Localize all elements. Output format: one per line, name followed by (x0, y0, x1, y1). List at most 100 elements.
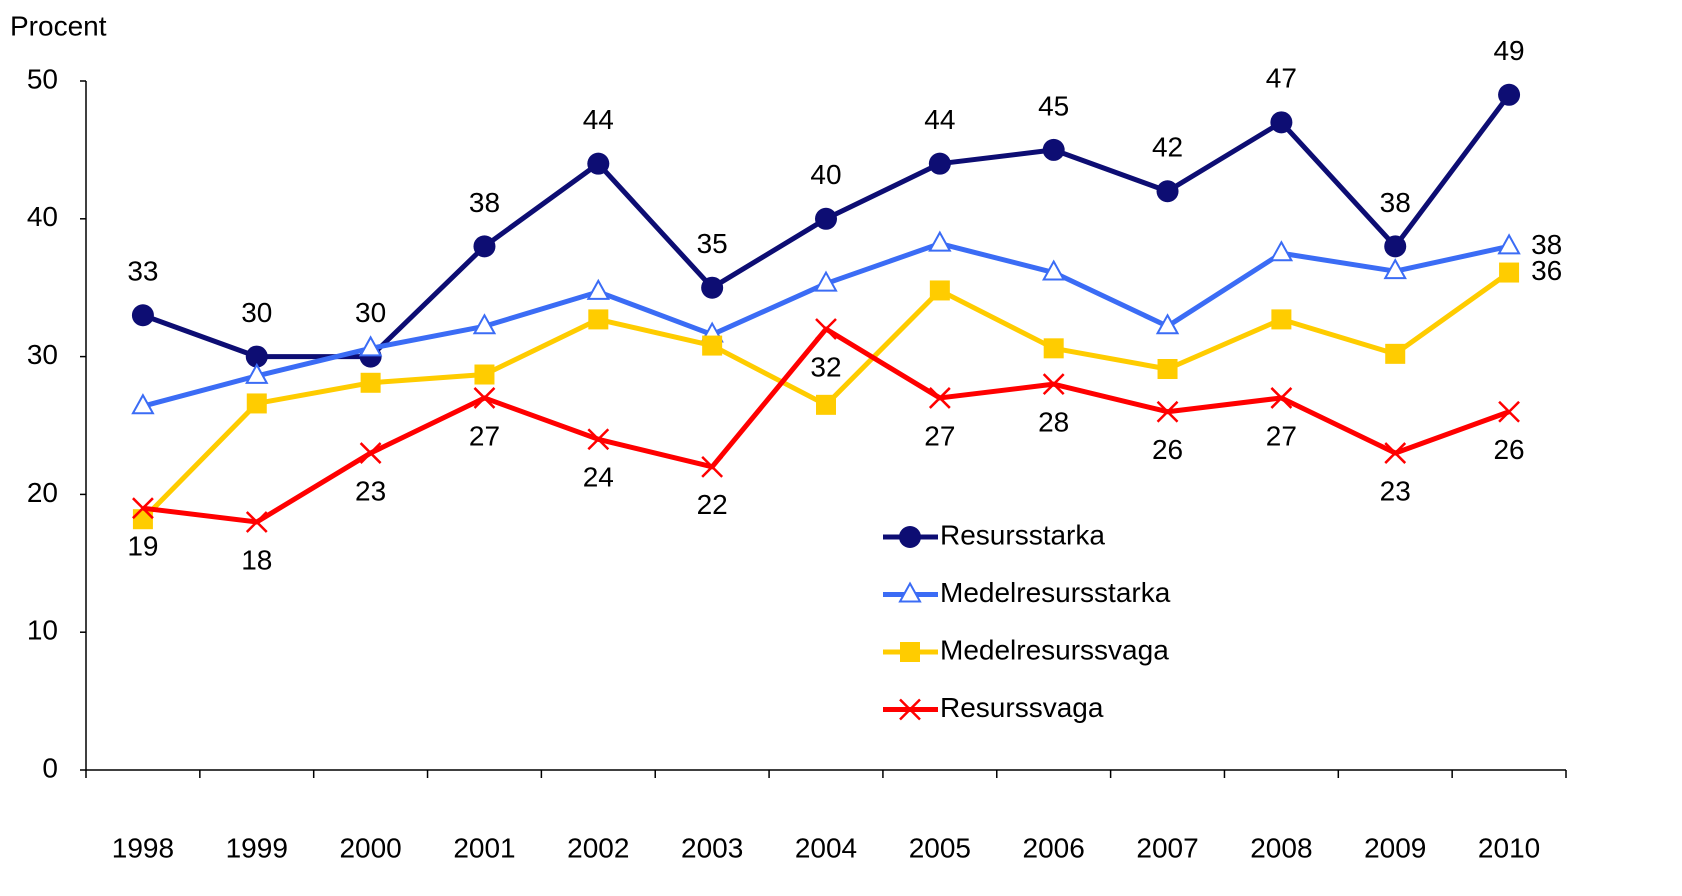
data-label: 44 (924, 104, 955, 135)
y-tick-label: 20 (27, 477, 58, 508)
legend-label: Resurssvaga (940, 692, 1104, 723)
marker (473, 235, 496, 258)
data-label: 26 (1493, 434, 1524, 465)
data-label: 23 (355, 475, 386, 506)
y-tick-label: 10 (27, 615, 58, 646)
marker (360, 372, 381, 393)
data-label: 45 (1038, 90, 1069, 121)
marker (588, 309, 609, 330)
x-tick-label: 2008 (1250, 832, 1312, 863)
marker (701, 276, 724, 299)
data-label: 23 (1380, 475, 1411, 506)
marker (1157, 359, 1178, 380)
legend-marker (898, 581, 922, 603)
marker (816, 394, 836, 415)
marker (132, 497, 154, 520)
marker (701, 455, 724, 478)
data-label: 27 (469, 420, 500, 451)
x-tick-label: 2002 (567, 832, 629, 863)
x-tick-label: 2000 (339, 832, 401, 863)
data-label: 24 (583, 462, 614, 493)
y-tick-label: 40 (27, 201, 58, 232)
marker (1155, 313, 1180, 335)
data-label: 38 (1531, 229, 1562, 260)
data-label: 36 (1531, 255, 1562, 286)
marker (1043, 338, 1064, 359)
data-label: 28 (1038, 407, 1069, 438)
legend-marker (899, 526, 921, 548)
data-label: 18 (241, 544, 272, 575)
marker (929, 280, 950, 301)
data-label: 47 (1266, 63, 1297, 94)
marker (1384, 235, 1407, 258)
marker (1498, 83, 1521, 106)
marker (245, 511, 268, 533)
marker (359, 442, 382, 464)
marker (1156, 400, 1179, 423)
marker (928, 387, 951, 409)
marker (1041, 259, 1066, 281)
marker (1385, 343, 1406, 364)
marker (928, 152, 951, 175)
marker (1269, 240, 1294, 262)
data-label: 19 (127, 531, 158, 562)
data-label: 42 (1152, 132, 1183, 163)
data-label: 22 (697, 489, 728, 520)
y-axis-title: Procent (10, 10, 107, 41)
data-label: 44 (583, 104, 614, 135)
marker (1042, 138, 1065, 161)
marker (131, 393, 155, 415)
x-tick-label: 2003 (681, 832, 743, 863)
x-tick-label: 2007 (1136, 832, 1198, 863)
marker (1042, 373, 1065, 396)
legend-label: Medelresurssvaga (940, 634, 1169, 665)
x-tick-label: 1999 (226, 832, 288, 863)
x-tick-label: 2006 (1023, 832, 1085, 863)
data-label: 32 (810, 351, 841, 382)
x-tick-label: 2005 (909, 832, 971, 863)
marker (245, 362, 269, 384)
marker (928, 230, 952, 252)
marker (1497, 233, 1521, 255)
x-tick-label: 2004 (795, 832, 857, 863)
marker (1384, 442, 1407, 464)
marker (702, 335, 723, 356)
data-label: 35 (697, 228, 728, 259)
marker (246, 393, 267, 414)
marker (472, 313, 497, 335)
data-label: 30 (355, 297, 386, 328)
legend-label: Medelresursstarka (940, 577, 1171, 608)
marker (815, 207, 837, 230)
marker (1499, 262, 1520, 283)
marker (1271, 309, 1292, 330)
marker (1383, 258, 1407, 280)
data-label: 27 (924, 420, 955, 451)
legend-marker (899, 698, 921, 721)
data-label: 26 (1152, 434, 1183, 465)
marker (586, 278, 611, 300)
legend-label: Resursstarka (940, 519, 1105, 550)
marker (1156, 180, 1179, 203)
y-tick-label: 30 (27, 339, 58, 370)
data-label: 33 (127, 256, 158, 287)
x-tick-label: 2001 (453, 832, 515, 863)
x-tick-label: 1998 (112, 832, 174, 863)
marker (814, 270, 838, 292)
marker (131, 304, 154, 327)
marker (358, 335, 383, 357)
marker (1270, 111, 1293, 134)
marker (1270, 387, 1293, 409)
y-tick-label: 50 (27, 63, 58, 94)
marker (473, 387, 496, 409)
marker (132, 509, 153, 530)
marker (474, 364, 495, 385)
marker (245, 345, 268, 368)
data-label: 38 (469, 187, 500, 218)
marker (587, 152, 610, 175)
y-tick-label: 0 (42, 752, 58, 783)
data-label: 27 (1266, 420, 1297, 451)
marker (815, 318, 837, 340)
data-label: 40 (810, 159, 841, 190)
